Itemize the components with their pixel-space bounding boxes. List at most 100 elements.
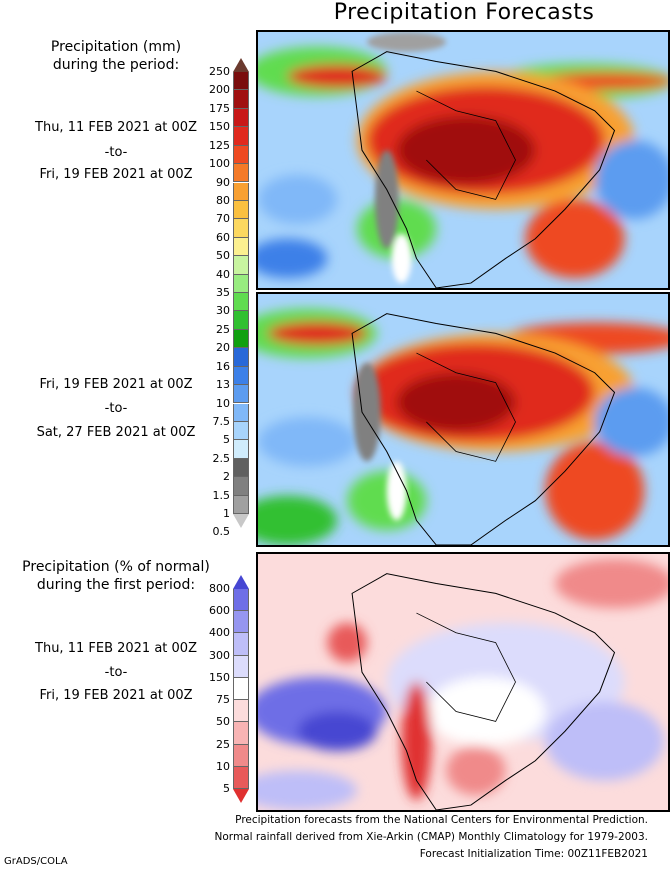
colorbar-segment [233, 293, 249, 312]
colorbar-tick-label: 75 [216, 693, 230, 707]
colorbar-segment [233, 329, 249, 349]
footer-line-normal: Normal rainfall derived from Xie-Arkin (… [214, 831, 648, 843]
colorbar-tick-label: 600 [209, 604, 230, 618]
colorbar-tick-label: 30 [216, 304, 230, 318]
colorbar-segment [233, 72, 249, 91]
colorbar-tick-label: 16 [216, 359, 230, 373]
colorbar-segment [233, 403, 249, 422]
colorbar-tick-label: 10 [216, 759, 230, 773]
colorbar-segment [233, 440, 249, 459]
colorbar-segment [233, 237, 249, 257]
colorbar-tick-label: 35 [216, 286, 230, 299]
panel1-heading-line2: during the period: [52, 57, 180, 73]
panel1-start-date: Thu, 11 FEB 2021 at 00Z [35, 120, 197, 135]
colorbar-segment [233, 722, 249, 745]
colorbar-tick-label: 80 [216, 193, 230, 207]
colorbar-segment [233, 348, 249, 367]
grads-credit: GrADS/COLA [4, 856, 68, 867]
colorbar-segment [233, 58, 249, 72]
colorbar-segment [233, 589, 249, 612]
colorbar-tick-label: 2 [223, 470, 230, 484]
precip-pct-colorbar [233, 575, 249, 803]
colorbar-segment [233, 744, 249, 767]
panel3-separator: -to- [104, 665, 128, 680]
colorbar-segment [233, 219, 249, 238]
colorbar-tick-label: 10 [216, 396, 230, 410]
footer-notes: Precipitation forecasts from the Nationa… [215, 812, 648, 863]
panel3-start-date: Thu, 11 FEB 2021 at 00Z [35, 641, 197, 656]
colorbar-tick-label: 1 [223, 507, 230, 520]
colorbar-tick-label: 50 [216, 715, 230, 729]
colorbar-segment [233, 256, 249, 275]
colorbar-tick-label: 300 [209, 648, 230, 662]
colorbar-tick-label: 25 [216, 322, 230, 336]
panel1-separator: -to- [104, 145, 128, 160]
panel3-end-date: Fri, 19 FEB 2021 at 00Z [39, 688, 193, 703]
colorbar-tick-label: 125 [209, 138, 230, 152]
colorbar-segment [233, 655, 249, 678]
colorbar-segment [233, 182, 249, 201]
colorbar-segment [233, 200, 249, 220]
colorbar-segment [233, 164, 249, 183]
colorbar-tick-label: 0.5 [212, 525, 231, 539]
colorbar-segment [233, 477, 249, 496]
panel3-heading-line2: during the first period: [36, 577, 196, 593]
colorbar-segment [233, 789, 249, 803]
colorbar-tick-label: 175 [209, 101, 230, 115]
colorbar-tick-label: 5 [223, 782, 230, 795]
panel2-separator: -to- [104, 401, 128, 416]
colorbar-tick-label: 200 [209, 83, 230, 97]
colorbar-segment [233, 495, 249, 514]
precip-map-week1 [256, 30, 670, 290]
panel1-heading-line1: Precipitation (mm) [50, 39, 182, 55]
colorbar-tick-label: 150 [209, 120, 230, 134]
colorbar-segment [233, 366, 249, 386]
colorbar-tick-label: 250 [209, 65, 230, 78]
colorbar-tick-label: 1.5 [212, 488, 231, 502]
colorbar-segment [233, 421, 249, 441]
colorbar-tick-label: 60 [216, 230, 230, 244]
colorbar-segment [233, 385, 249, 404]
colorbar-segment [233, 108, 249, 128]
colorbar-tick-label: 50 [216, 249, 230, 263]
panel1-heading: Precipitation (mm) during the period: [0, 38, 232, 74]
colorbar-segment [233, 700, 249, 723]
precip-map-week2 [256, 292, 670, 547]
panel1-end-date: Fri, 19 FEB 2021 at 00Z [39, 167, 193, 182]
footer-line-init-time: Forecast Initialization Time: 00Z11FEB20… [419, 848, 648, 860]
colorbar-tick-label: 2.5 [212, 451, 231, 465]
colorbar-tick-label: 400 [209, 626, 230, 640]
colorbar-tick-label: 800 [209, 582, 230, 595]
colorbar-tick-label: 5 [223, 433, 230, 447]
colorbar-segment [233, 127, 249, 146]
colorbar-segment [233, 311, 249, 330]
colorbar-tick-label: 150 [209, 670, 230, 684]
panel2-start-date: Fri, 19 FEB 2021 at 00Z [39, 377, 193, 392]
precip-pct-map-graphic [258, 554, 668, 810]
precip-pct-map [256, 552, 670, 812]
colorbar-tick-label: 13 [216, 378, 230, 392]
colorbar-tick-label: 40 [216, 267, 230, 281]
colorbar-tick-label: 25 [216, 737, 230, 751]
colorbar-tick-label: 7.5 [212, 414, 231, 428]
colorbar-segment [233, 90, 249, 109]
colorbar-segment [233, 677, 249, 701]
panel3-heading-line1: Precipitation (% of normal) [22, 559, 210, 575]
colorbar-segment [233, 458, 249, 478]
colorbar-segment [233, 766, 249, 789]
colorbar-tick-label: 100 [209, 157, 230, 171]
colorbar-segment [233, 611, 249, 634]
panel2-end-date: Sat, 27 FEB 2021 at 00Z [36, 425, 196, 440]
colorbar-segment [233, 145, 249, 165]
precip-map-week1-graphic [258, 32, 668, 288]
page-title: Precipitation Forecasts [333, 0, 595, 25]
panel3-heading: Precipitation (% of normal) during the f… [0, 558, 232, 594]
colorbar-segment [233, 633, 249, 656]
precip-mm-colorbar [233, 58, 249, 528]
colorbar-tick-label: 70 [216, 212, 230, 226]
precip-map-week2-graphic [258, 294, 668, 545]
footer-line-source: Precipitation forecasts from the Nationa… [235, 814, 648, 826]
colorbar-segment [233, 575, 249, 589]
colorbar-tick-label: 20 [216, 341, 230, 355]
colorbar-segment [233, 514, 249, 528]
